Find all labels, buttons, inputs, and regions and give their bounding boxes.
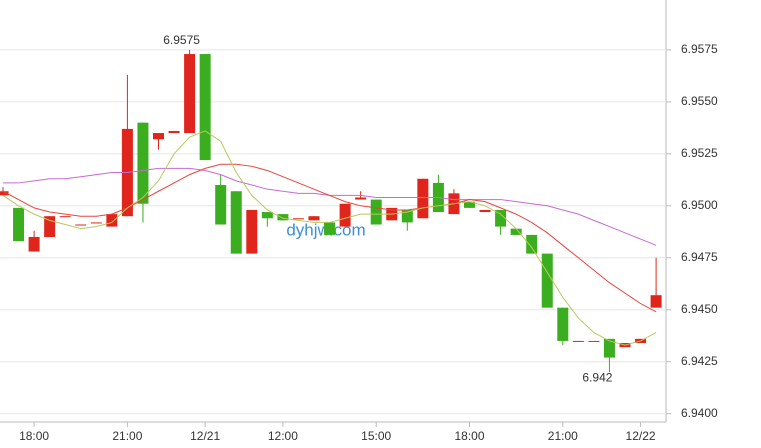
x-tick-label: 21:00	[548, 429, 578, 443]
y-tick-label: 6.9450	[681, 302, 718, 316]
candle-body	[106, 214, 118, 227]
candle-body	[292, 218, 304, 220]
candle-body	[417, 178, 429, 219]
x-tick-label: 21:00	[112, 429, 142, 443]
y-tick-label: 6.9475	[681, 250, 718, 264]
candle-body	[44, 216, 56, 237]
candle-body	[526, 234, 538, 254]
candle-body	[28, 236, 40, 252]
x-tick-label: 12/21	[190, 429, 220, 443]
candle-body	[90, 222, 102, 224]
candle-body	[261, 212, 273, 219]
candle-body	[324, 222, 336, 235]
candle-body	[75, 224, 87, 226]
candle-body	[277, 214, 289, 221]
candle-body	[59, 216, 71, 218]
candle-body	[355, 197, 367, 200]
y-tick-label: 6.9525	[681, 146, 718, 160]
candle-body	[510, 228, 522, 235]
x-tick-label: 18:00	[19, 429, 49, 443]
candle-body	[199, 54, 211, 161]
candle-body	[215, 185, 227, 225]
moving-average-line	[2, 163, 657, 313]
x-tick-label: 18:00	[454, 429, 484, 443]
candle-body	[308, 216, 320, 221]
x-tick-label: 12:00	[268, 429, 298, 443]
candle-body	[339, 203, 351, 227]
y-tick-label: 6.9400	[681, 406, 718, 420]
min-label: 6.942	[582, 370, 612, 384]
candle-body	[479, 209, 491, 213]
candle-body	[168, 130, 180, 134]
candle-body	[557, 307, 569, 341]
y-tick-label: 6.9425	[681, 354, 718, 368]
candle-body	[184, 54, 196, 134]
candle-body	[153, 133, 164, 140]
candle-body	[13, 207, 25, 242]
moving-average-line	[2, 130, 657, 346]
candle-body	[246, 209, 258, 254]
candle-body	[588, 340, 600, 342]
max-label: 6.9575	[163, 33, 200, 47]
y-tick-label: 6.9575	[681, 42, 718, 56]
candle-body	[572, 340, 584, 342]
x-tick-label: 12/22	[626, 429, 656, 443]
y-tick-label: 6.9550	[681, 94, 718, 108]
candle-body	[603, 338, 615, 358]
candle-body	[464, 201, 475, 208]
candle-body	[0, 191, 9, 196]
y-tick-label: 6.9500	[681, 198, 718, 212]
candle-body	[370, 199, 382, 225]
x-tick-label: 15:00	[361, 429, 391, 443]
candle-body	[137, 122, 149, 204]
candle-body	[401, 209, 413, 223]
candle-body	[541, 253, 553, 308]
candle-body	[495, 209, 507, 227]
candle-body	[650, 295, 662, 308]
candle-body	[230, 191, 242, 254]
